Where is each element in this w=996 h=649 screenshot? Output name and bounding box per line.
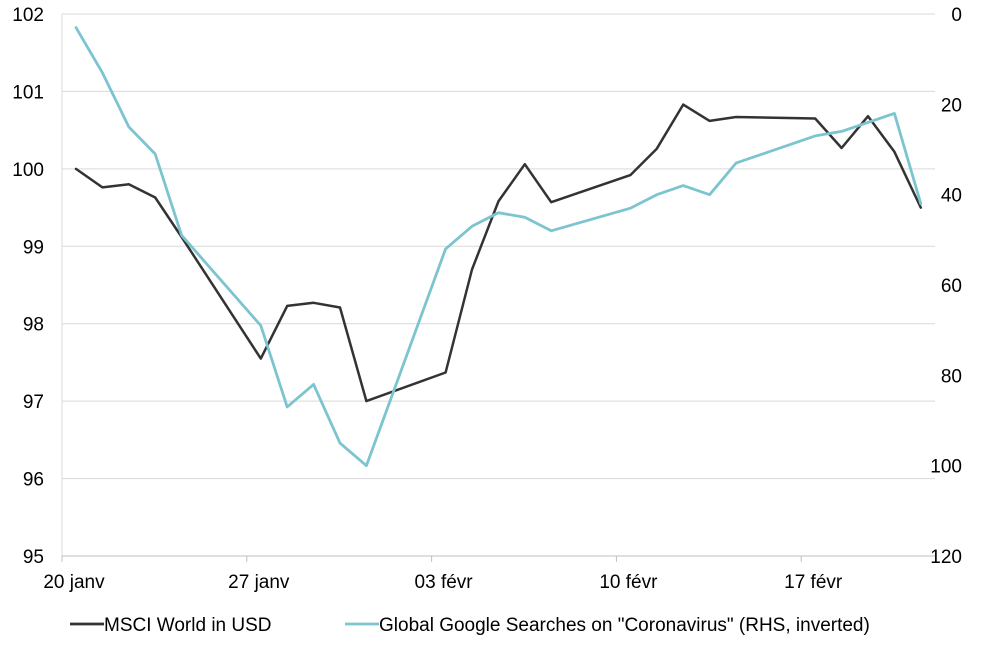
gridlines — [62, 13, 935, 480]
right-y-tick-label: 20 — [941, 95, 962, 116]
left-y-tick-label: 95 — [23, 547, 44, 568]
left-y-tick-label: 101 — [12, 82, 44, 103]
x-tick-label: 27 janv — [228, 572, 290, 593]
axes — [61, 14, 935, 562]
x-tick-label: 17 févr — [784, 572, 843, 593]
x-tick-label: 20 janv — [43, 572, 105, 593]
right-y-axis-ticks: 0 20 40 60 80 100 120 — [930, 5, 962, 568]
left-y-axis-ticks: 95 96 97 98 99 100 101 102 — [12, 5, 44, 568]
left-y-tick-label: 100 — [12, 160, 44, 181]
left-y-tick-label: 98 — [23, 315, 44, 336]
right-y-tick-label: 0 — [951, 5, 962, 26]
series-lines — [74, 26, 923, 468]
left-y-tick-label: 99 — [23, 237, 44, 258]
x-axis-ticks: 20 janv 27 janv 03 févr 10 févr 17 févr — [43, 572, 843, 593]
left-y-tick-label: 97 — [23, 392, 44, 413]
x-tick-label: 10 févr — [599, 572, 658, 593]
google-searches-line — [74, 26, 923, 468]
left-y-tick-label: 96 — [23, 470, 44, 491]
left-y-tick-label: 102 — [12, 5, 44, 26]
right-y-tick-label: 40 — [941, 186, 962, 207]
right-y-tick-label: 100 — [930, 457, 962, 478]
right-y-tick-label: 120 — [930, 547, 962, 568]
right-y-tick-label: 60 — [941, 276, 962, 297]
right-y-tick-label: 80 — [941, 366, 962, 387]
legend: MSCI World in USD Global Google Searches … — [70, 615, 870, 636]
legend-label: Global Google Searches on "Coronavirus" … — [379, 615, 870, 636]
x-tick-label: 03 févr — [415, 572, 474, 593]
msci-world-line — [74, 103, 923, 403]
legend-label: MSCI World in USD — [104, 615, 272, 636]
